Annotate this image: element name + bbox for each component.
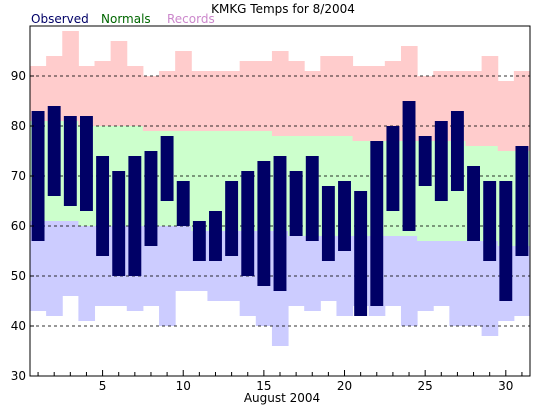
record-high-band bbox=[207, 71, 225, 131]
normal-band bbox=[191, 131, 208, 231]
y-tick-label: 80 bbox=[11, 119, 26, 133]
observed-bar bbox=[467, 166, 480, 241]
observed-bar bbox=[112, 171, 126, 276]
record-low-band bbox=[513, 246, 531, 316]
observed-bar bbox=[176, 181, 190, 226]
legend-observed: Observed bbox=[31, 12, 89, 26]
observed-bar bbox=[499, 181, 513, 301]
record-high-band bbox=[223, 71, 241, 131]
record-high-band bbox=[94, 61, 112, 126]
record-high-band bbox=[352, 66, 370, 141]
record-low-band bbox=[400, 236, 418, 326]
observed-bar bbox=[257, 161, 271, 286]
record-high-band bbox=[417, 76, 434, 141]
observed-bar bbox=[515, 146, 529, 256]
record-high-band bbox=[78, 66, 96, 126]
x-tick-label: 10 bbox=[176, 379, 191, 393]
legend-normals: Normals bbox=[101, 12, 151, 26]
record-low-band bbox=[433, 241, 450, 306]
record-high-band bbox=[175, 51, 192, 131]
observed-bar bbox=[273, 156, 287, 291]
observed-bar bbox=[47, 106, 61, 196]
observed-bar bbox=[289, 171, 303, 236]
record-high-band bbox=[30, 66, 47, 121]
observed-bar bbox=[209, 211, 222, 261]
observed-bar bbox=[160, 136, 174, 201]
observed-bar bbox=[80, 116, 93, 211]
observed-bar bbox=[63, 116, 77, 206]
y-tick-label: 30 bbox=[11, 369, 26, 383]
observed-bar bbox=[354, 191, 368, 316]
record-high-band bbox=[110, 41, 128, 126]
observed-bar bbox=[402, 101, 416, 231]
record-high-band bbox=[513, 71, 531, 151]
record-high-band bbox=[126, 66, 144, 126]
x-axis-label: August 2004 bbox=[244, 391, 320, 405]
record-high-band bbox=[481, 56, 499, 146]
observed-bar bbox=[305, 156, 319, 241]
observed-bar bbox=[31, 111, 45, 241]
observed-bar bbox=[386, 126, 400, 211]
record-low-band bbox=[417, 241, 434, 311]
record-high-band bbox=[304, 71, 321, 136]
record-high-band bbox=[142, 76, 160, 131]
record-low-band bbox=[78, 226, 96, 321]
observed-bar bbox=[434, 121, 448, 201]
record-low-band bbox=[62, 221, 79, 296]
x-tick-label: 20 bbox=[337, 379, 352, 393]
legend-records: Records bbox=[167, 12, 215, 26]
x-tick-label: 15 bbox=[256, 379, 271, 393]
record-high-band bbox=[288, 61, 305, 136]
record-low-band bbox=[46, 221, 63, 316]
x-tick-label: 25 bbox=[418, 379, 433, 393]
y-tick-label: 90 bbox=[11, 69, 26, 83]
y-tick-label: 60 bbox=[11, 219, 26, 233]
record-high-band bbox=[159, 71, 176, 131]
record-high-band bbox=[497, 81, 515, 151]
observed-bar bbox=[96, 156, 110, 256]
record-high-band bbox=[465, 71, 483, 146]
record-low-band bbox=[481, 241, 499, 336]
record-low-band bbox=[30, 221, 47, 311]
record-high-band bbox=[368, 66, 386, 141]
record-low-band bbox=[465, 241, 483, 326]
record-low-band bbox=[175, 226, 192, 291]
x-tick-label: 30 bbox=[498, 379, 513, 393]
record-low-band bbox=[449, 241, 466, 326]
chart-title: KMKG Temps for 8/2004 bbox=[211, 2, 355, 16]
observed-bar bbox=[370, 141, 384, 306]
observed-bar bbox=[144, 151, 158, 246]
record-high-band bbox=[239, 61, 257, 131]
record-low-band bbox=[304, 236, 321, 311]
observed-bar bbox=[450, 111, 464, 191]
normal-band bbox=[207, 131, 225, 231]
record-high-band bbox=[271, 51, 289, 136]
observed-bar bbox=[418, 136, 432, 186]
observed-bar bbox=[338, 181, 351, 251]
observed-bar bbox=[321, 186, 335, 261]
observed-bar bbox=[483, 181, 497, 261]
observed-bar bbox=[225, 181, 239, 256]
observed-bar bbox=[241, 171, 255, 276]
y-tick-label: 40 bbox=[11, 319, 26, 333]
record-high-band bbox=[46, 56, 63, 121]
record-high-band bbox=[384, 61, 402, 141]
observed-bar bbox=[192, 221, 206, 261]
record-high-band bbox=[62, 31, 79, 121]
record-low-band bbox=[288, 236, 305, 306]
record-high-band bbox=[320, 56, 337, 136]
x-tick-label: 5 bbox=[99, 379, 107, 393]
record-high-band bbox=[336, 56, 354, 136]
record-low-band bbox=[384, 236, 402, 306]
record-high-band bbox=[191, 71, 208, 131]
record-high-band bbox=[255, 61, 273, 131]
y-tick-label: 70 bbox=[11, 169, 26, 183]
observed-bar bbox=[128, 156, 142, 276]
record-low-band bbox=[159, 226, 176, 326]
y-tick-label: 50 bbox=[11, 269, 26, 283]
